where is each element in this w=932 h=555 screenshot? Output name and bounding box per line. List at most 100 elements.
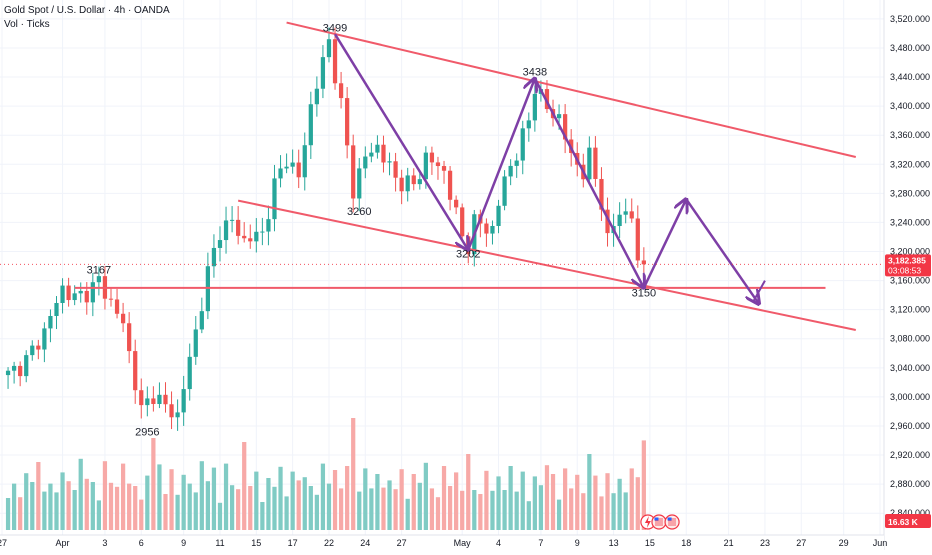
time-tick-label: Apr [56, 538, 70, 548]
volume-bar [514, 491, 519, 530]
volume-bar [326, 483, 332, 530]
trend-line [237, 199, 856, 331]
time-axis-bg [0, 535, 884, 550]
price-tick-label: 3,200.000 [890, 247, 930, 257]
candle-body [42, 328, 47, 350]
price-tick-label: 3,520.000 [890, 14, 930, 24]
candle-body [605, 209, 610, 234]
volume-bar [66, 481, 71, 530]
candle-body [248, 238, 253, 242]
projection-arrow [467, 79, 535, 251]
candle-body [54, 303, 59, 317]
projection-arrow [751, 280, 766, 303]
volume-bar [266, 478, 271, 530]
time-tick-label: 4 [496, 538, 501, 548]
volume-bar [544, 465, 550, 530]
volume-bar [447, 486, 453, 530]
volume-bar [36, 462, 41, 530]
volume-bar [575, 474, 580, 530]
volume-bar [490, 490, 495, 530]
volume-bar [411, 474, 416, 530]
time-tick-label: 29 [839, 538, 849, 548]
candle-body [484, 223, 489, 234]
volume-indicator-label[interactable]: Vol · Ticks [4, 19, 50, 30]
volume-bar [508, 466, 513, 530]
volume-bar [302, 477, 307, 530]
volume-bar [526, 501, 531, 530]
price-annotations: 3499 3438 3260 3202 3167 2956 3150 [87, 22, 656, 438]
candle-body [496, 205, 501, 226]
trend-line [286, 21, 857, 158]
volume-bar [441, 466, 447, 530]
volume-bar [175, 494, 180, 530]
candle-body [284, 166, 289, 169]
candle-body [429, 152, 435, 163]
volume-bar [587, 454, 592, 530]
candle-body [11, 365, 17, 371]
volume-bar [102, 461, 108, 530]
volume-bar [96, 500, 102, 530]
candle-body [641, 260, 646, 265]
candle-body [556, 114, 562, 119]
candle-body [460, 207, 465, 237]
projection-arrow [333, 33, 468, 250]
price-tick-label: 3,080.000 [890, 334, 930, 344]
time-tick-label: 9 [575, 538, 580, 548]
volume-bar [357, 491, 362, 530]
volume-bar [242, 442, 247, 530]
candle-body [405, 175, 410, 192]
candle-body [393, 161, 398, 178]
volume-bar [157, 464, 162, 530]
time-tick-label: Jun [873, 538, 888, 548]
volume-bar [72, 490, 77, 530]
time-tick-label: 22 [324, 538, 334, 548]
candle-body [369, 152, 374, 157]
candle-body [490, 225, 495, 234]
volume-bar [290, 471, 295, 530]
candle-body [5, 370, 11, 376]
candle-body [120, 313, 126, 324]
volume-bar [538, 485, 544, 530]
volume-bar [502, 490, 507, 530]
candle-body [278, 168, 283, 179]
volume-bar [593, 475, 598, 530]
volume-bars [5, 418, 646, 530]
us-flag-event-icon[interactable] [664, 514, 680, 530]
volume-bar [605, 473, 610, 530]
volume-bar [369, 488, 374, 530]
candle-body [211, 247, 217, 267]
chart-legend: Gold Spot / U.S. Dollar · 4h · OANDA Vol… [4, 4, 170, 32]
price-tick-label: 3,000.000 [890, 392, 930, 402]
price-label-3260: 3260 [347, 206, 371, 218]
candle-body [623, 211, 628, 215]
candle-body [84, 290, 89, 303]
volume-bar [54, 492, 59, 530]
candle-body [629, 211, 634, 219]
price-tick-label: 3,320.000 [890, 159, 930, 169]
price-tick-label: 3,400.000 [890, 101, 930, 111]
price-label-3438: 3438 [523, 67, 547, 79]
candle-body [139, 390, 144, 406]
volume-bar [229, 485, 235, 530]
candle-body [60, 285, 65, 304]
candle-body [199, 311, 204, 330]
bar-countdown: 03:08:53 [888, 265, 921, 275]
time-tick-label: 7 [538, 538, 543, 548]
candle-body [114, 299, 120, 314]
symbol-title[interactable]: Gold Spot / U.S. Dollar · 4h · OANDA [4, 5, 170, 16]
volume-bar [478, 494, 483, 530]
candle-body [520, 128, 525, 161]
candle-body [266, 219, 271, 232]
volume-bar [18, 497, 23, 530]
us-flag-event-icon[interactable] [651, 514, 667, 530]
candle-body [96, 276, 102, 283]
trend-lines [74, 21, 857, 331]
volume-bar [199, 461, 204, 530]
candle-body [447, 170, 453, 200]
candle-body [435, 162, 441, 167]
candle-body [223, 220, 229, 241]
price-tick-label: 3,240.000 [890, 217, 930, 227]
volume-bar [151, 438, 156, 530]
